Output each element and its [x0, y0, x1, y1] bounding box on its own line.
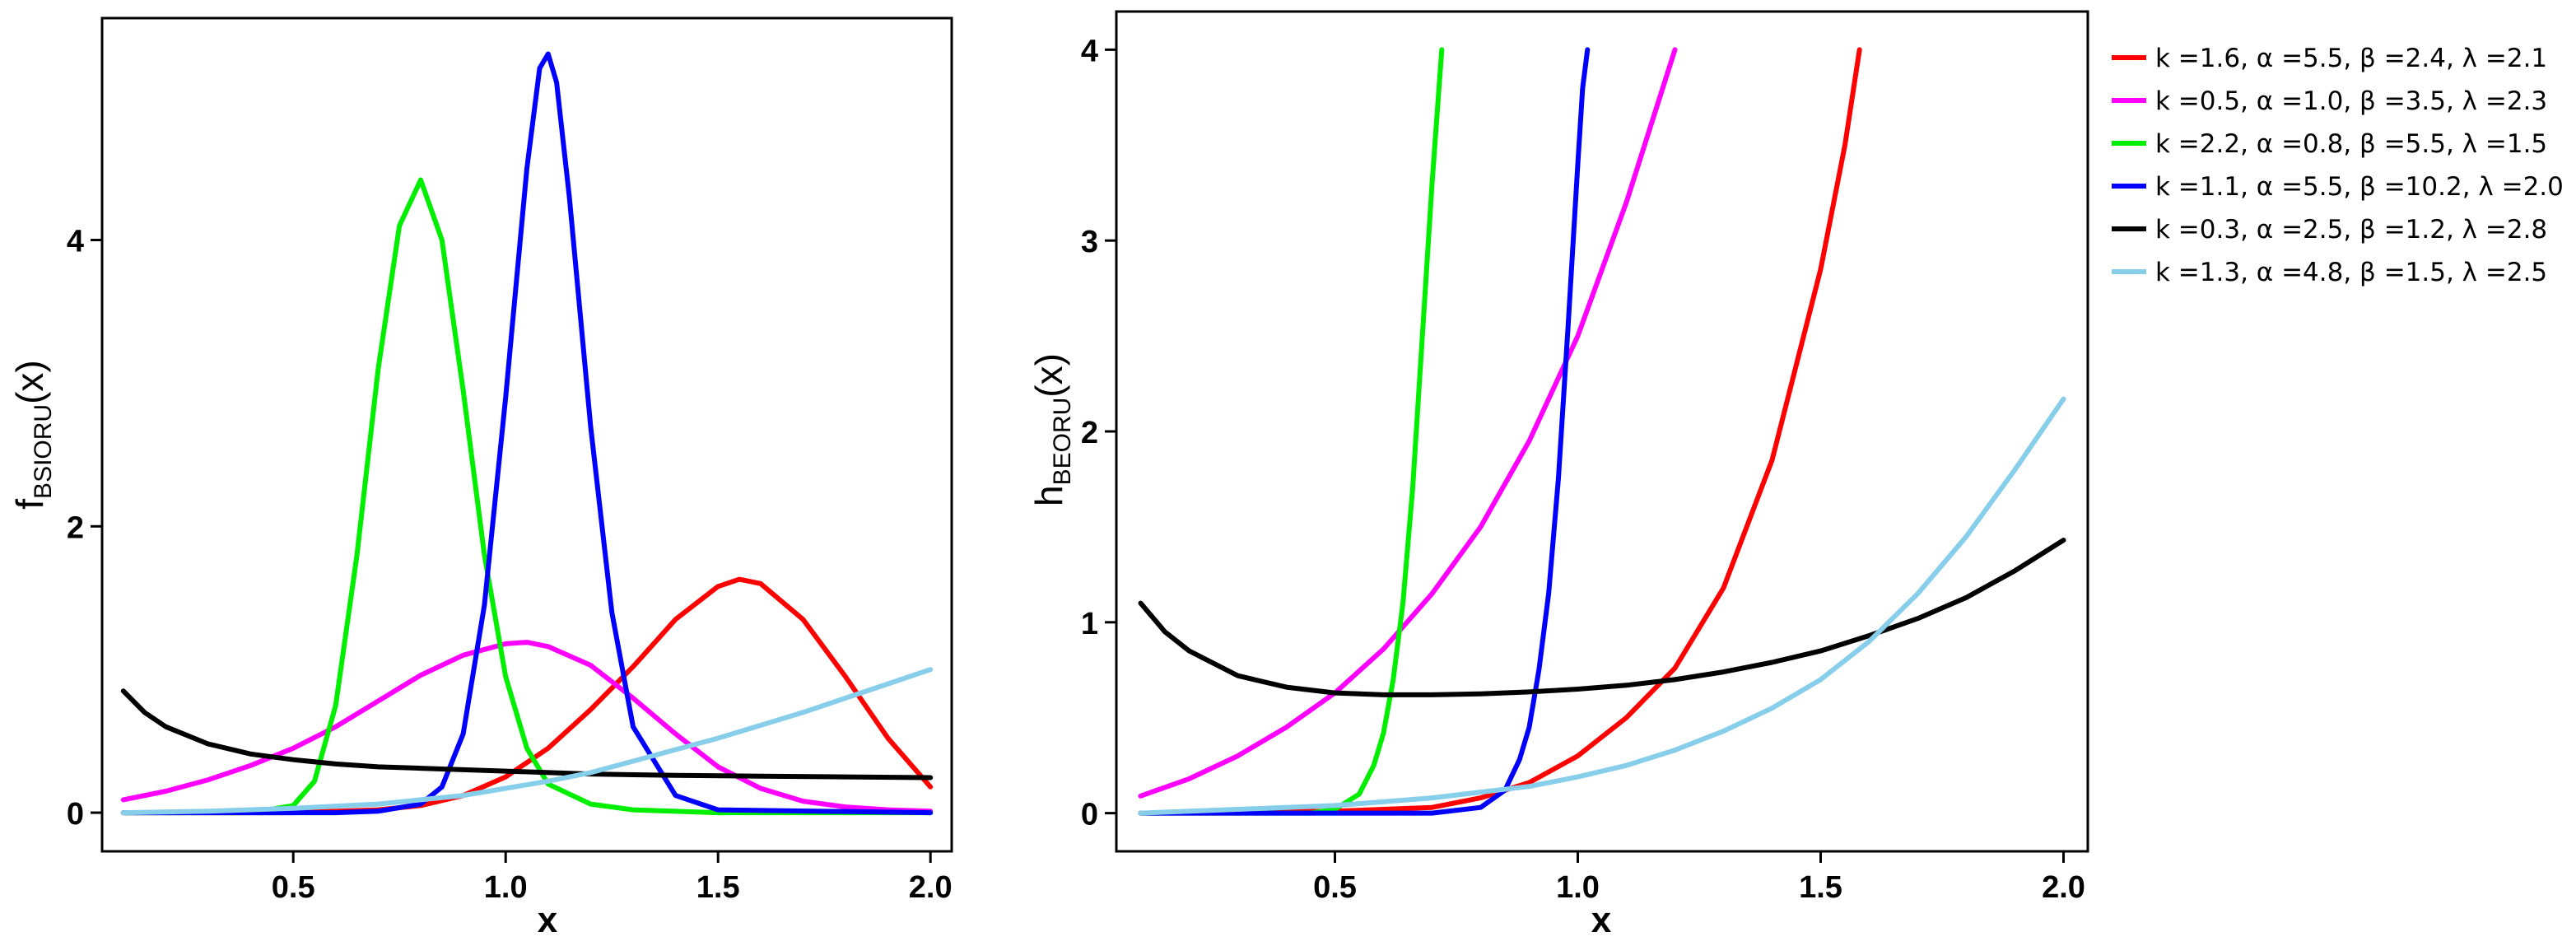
- legend-label-3: k =1.1, α =5.5, β =10.2, λ =2.0: [2155, 172, 2564, 202]
- left-series-line-3: [120, 51, 934, 816]
- left-plot-frame: [100, 16, 953, 853]
- left-series-line-1: [120, 640, 934, 814]
- legend-label-0: k =1.6, α =5.5, β =2.4, λ =2.1: [2155, 44, 2547, 73]
- left-series-line-4: [120, 688, 934, 781]
- right-y-axis-main: h: [1027, 485, 1070, 506]
- right-y-tick-label: 2: [1081, 416, 1098, 450]
- right-x-tick-label: 0.5: [1313, 870, 1357, 905]
- right-x-tick-label: 2.0: [2042, 870, 2085, 905]
- left-x-tick-label: 0.5: [272, 870, 315, 905]
- right-x-tick-label: 1.0: [1556, 870, 1600, 905]
- left-y-tick-label: 2: [67, 510, 84, 545]
- right-plot-frame: [1115, 10, 2089, 853]
- right-series-line-0: [1138, 47, 1862, 816]
- right-x-axis-title: x: [1591, 900, 1612, 940]
- left-x-tick-label: 1.5: [696, 870, 740, 905]
- right-y-ticks: 0 1 2 3 4: [1081, 34, 1116, 832]
- left-y-axis-title: fBSIORU(x): [8, 360, 57, 509]
- right-x-tick-label: 1.5: [1799, 870, 1842, 905]
- legend: k =1.6, α =5.5, β =2.4, λ =2.1 k =0.5, α …: [2112, 44, 2564, 287]
- right-x-ticks: 0.5 1.0 1.5 2.0: [1313, 851, 2085, 905]
- left-y-ticks: 0 2 4: [67, 225, 102, 832]
- right-series-line-2: [1138, 47, 1445, 816]
- left-y-axis-main: f: [8, 499, 51, 510]
- right-y-axis-subscript: BEORU: [1049, 398, 1076, 486]
- left-series-line-5: [120, 667, 934, 816]
- right-y-tick-label: 4: [1081, 34, 1098, 68]
- left-density-panel: 0.5 1.0 1.5 2.0 0 2 4 x fBSIORU(x): [8, 16, 953, 940]
- left-y-axis-arg: (x): [8, 360, 51, 404]
- left-series-line-2: [120, 177, 934, 816]
- left-x-tick-label: 1.0: [484, 870, 528, 905]
- left-x-tick-label: 2.0: [909, 870, 953, 905]
- left-x-axis-title: x: [538, 900, 558, 940]
- right-series-line-4: [1138, 538, 2066, 697]
- right-y-tick-label: 0: [1081, 798, 1098, 832]
- legend-label-4: k =0.3, α =2.5, β =1.2, λ =2.8: [2155, 215, 2547, 245]
- right-y-tick-label: 1: [1081, 607, 1098, 641]
- left-x-ticks: 0.5 1.0 1.5 2.0: [272, 851, 953, 905]
- right-curves: [1138, 47, 2066, 816]
- right-y-tick-label: 3: [1081, 225, 1098, 259]
- right-series-line-3: [1138, 47, 1591, 816]
- left-y-tick-label: 4: [67, 225, 84, 259]
- left-curves: [120, 51, 934, 816]
- right-y-axis-title: hBEORU(x): [1027, 353, 1076, 506]
- right-series-line-5: [1138, 396, 2066, 816]
- right-y-axis-arg: (x): [1027, 353, 1070, 398]
- left-y-tick-label: 0: [67, 797, 84, 832]
- legend-label-5: k =1.3, α =4.8, β =1.5, λ =2.5: [2155, 258, 2547, 287]
- right-series-line-1: [1138, 47, 1678, 799]
- right-hazard-panel: 0.5 1.0 1.5 2.0 0 1 2 3 4 x hBEORU(x): [1027, 10, 2089, 940]
- left-y-axis-subscript: BSIORU: [30, 404, 57, 499]
- legend-label-1: k =0.5, α =1.0, β =3.5, λ =2.3: [2155, 86, 2547, 116]
- legend-label-2: k =2.2, α =0.8, β =5.5, λ =1.5: [2155, 129, 2547, 159]
